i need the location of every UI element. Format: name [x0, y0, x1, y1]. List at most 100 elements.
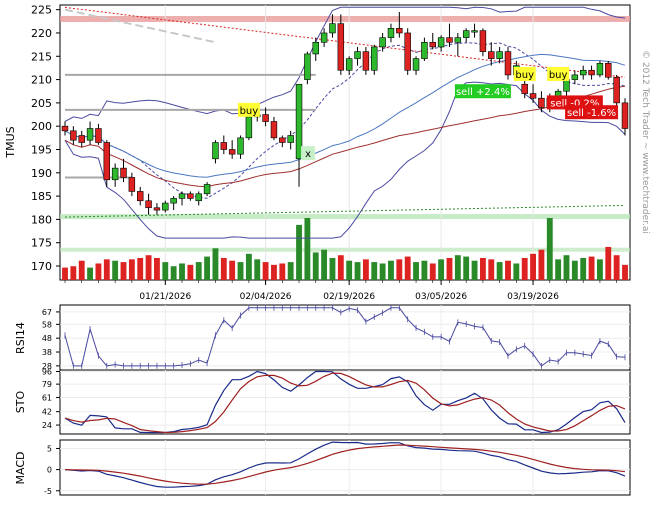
- price-tick-label: 180: [31, 213, 52, 226]
- candle-body: [371, 47, 377, 70]
- candle-body: [488, 52, 494, 59]
- price-tick-label: 190: [31, 167, 52, 180]
- volume-bar: [162, 262, 168, 280]
- copyright-text: © 2012 Tech Trader ~ www.techtrader.ai: [640, 50, 650, 234]
- volume-bar: [346, 261, 352, 280]
- candle-body: [321, 33, 327, 42]
- date-label: 02/19/2026: [323, 292, 375, 302]
- volume-bar: [564, 255, 570, 280]
- volume-bar: [522, 258, 528, 280]
- candle-body: [338, 24, 344, 71]
- price-tick-label: 200: [31, 120, 52, 133]
- volume-bar: [154, 258, 160, 280]
- volume-bar: [597, 259, 603, 280]
- ticker-label: TMUS: [4, 126, 17, 158]
- candle-body: [263, 115, 269, 122]
- candle-body: [238, 138, 244, 154]
- sto-tick-label: 24: [42, 421, 52, 430]
- volume-bar: [229, 261, 235, 280]
- volume-bar: [196, 262, 202, 280]
- sto-label: STO: [14, 390, 27, 413]
- rsi-label: RSI14: [14, 322, 27, 354]
- volume-bar: [547, 218, 553, 280]
- macd-label: MACD: [14, 452, 27, 485]
- candle-body: [572, 75, 578, 80]
- candle-body: [187, 194, 193, 199]
- price-tick-label: 220: [31, 27, 52, 40]
- macd-panel: 5 0 -5 MACD: [14, 440, 630, 496]
- candle-body: [204, 184, 210, 193]
- macd-tick-label: 0: [47, 466, 52, 475]
- volume-bar: [605, 247, 611, 280]
- volume-bar: [455, 255, 461, 280]
- candle-body: [79, 136, 85, 143]
- signal-label-buy: buy: [240, 106, 259, 117]
- candle-body: [522, 84, 528, 93]
- candle-body: [346, 59, 352, 71]
- sto-tick-label: 42: [42, 408, 52, 417]
- volume-bar: [405, 257, 411, 280]
- volume-bar: [388, 261, 394, 280]
- sto-panel: 9679614224 STO: [14, 367, 630, 434]
- candle-body: [96, 129, 102, 143]
- volume-bar: [572, 261, 578, 280]
- candle-body: [505, 52, 511, 75]
- candle-body: [70, 131, 76, 140]
- volume-bar: [497, 262, 503, 280]
- volume-bar: [371, 262, 377, 280]
- volume-bar: [238, 262, 244, 280]
- volume-bar: [413, 262, 419, 280]
- candle-body: [104, 143, 110, 180]
- date-label: 01/21/2026: [139, 292, 191, 302]
- rsi-tick-label: 38: [42, 348, 52, 357]
- volume-bar: [505, 261, 511, 280]
- candle-body: [605, 63, 611, 77]
- volume-bar: [62, 268, 68, 280]
- candle-body: [447, 38, 453, 43]
- candle-body: [87, 129, 93, 141]
- volume-bar: [438, 259, 444, 280]
- volume-bar: [488, 259, 494, 280]
- volume-bar: [246, 254, 252, 280]
- candle-body: [405, 33, 411, 70]
- volume-bar: [313, 252, 319, 280]
- rsi-tick-label: 67: [42, 308, 52, 317]
- candle-body: [137, 191, 143, 200]
- volume-bar: [288, 262, 294, 280]
- volume-bar: [538, 250, 544, 280]
- candle-body: [597, 63, 603, 75]
- price-tick-label: 225: [31, 4, 52, 17]
- volume-bar: [104, 259, 110, 280]
- volume-bar: [355, 262, 361, 280]
- price-tick-label: 195: [31, 143, 52, 156]
- price-tick-label: 185: [31, 190, 52, 203]
- volume-bar: [271, 265, 277, 280]
- date-label: 03/19/2026: [507, 292, 559, 302]
- candle-body: [246, 117, 252, 138]
- candle-body: [622, 103, 628, 129]
- volume-bar: [263, 262, 269, 280]
- macd-tick-label: -5: [44, 487, 52, 496]
- volume-bar: [321, 250, 327, 280]
- signal-label-sell-loss: sell -1.6%: [567, 108, 616, 119]
- volume-bar: [622, 265, 628, 280]
- volume-bar: [187, 265, 193, 280]
- volume-bar: [121, 262, 127, 280]
- volume-bar: [363, 259, 369, 280]
- candle-body: [279, 138, 285, 143]
- candle-body: [313, 42, 319, 54]
- price-tick-label: 175: [31, 237, 52, 250]
- candle-body: [463, 31, 469, 38]
- candle-body: [221, 143, 227, 150]
- rsi-tick-label: 48: [42, 334, 52, 343]
- signal-label-buy: buy: [549, 70, 568, 81]
- volume-bar: [171, 266, 177, 280]
- volume-bar: [396, 259, 402, 280]
- volume-bar: [254, 259, 260, 280]
- volume-bar: [555, 259, 561, 280]
- candle-body: [304, 54, 310, 80]
- candle-body: [146, 201, 152, 208]
- candle-body: [564, 80, 570, 92]
